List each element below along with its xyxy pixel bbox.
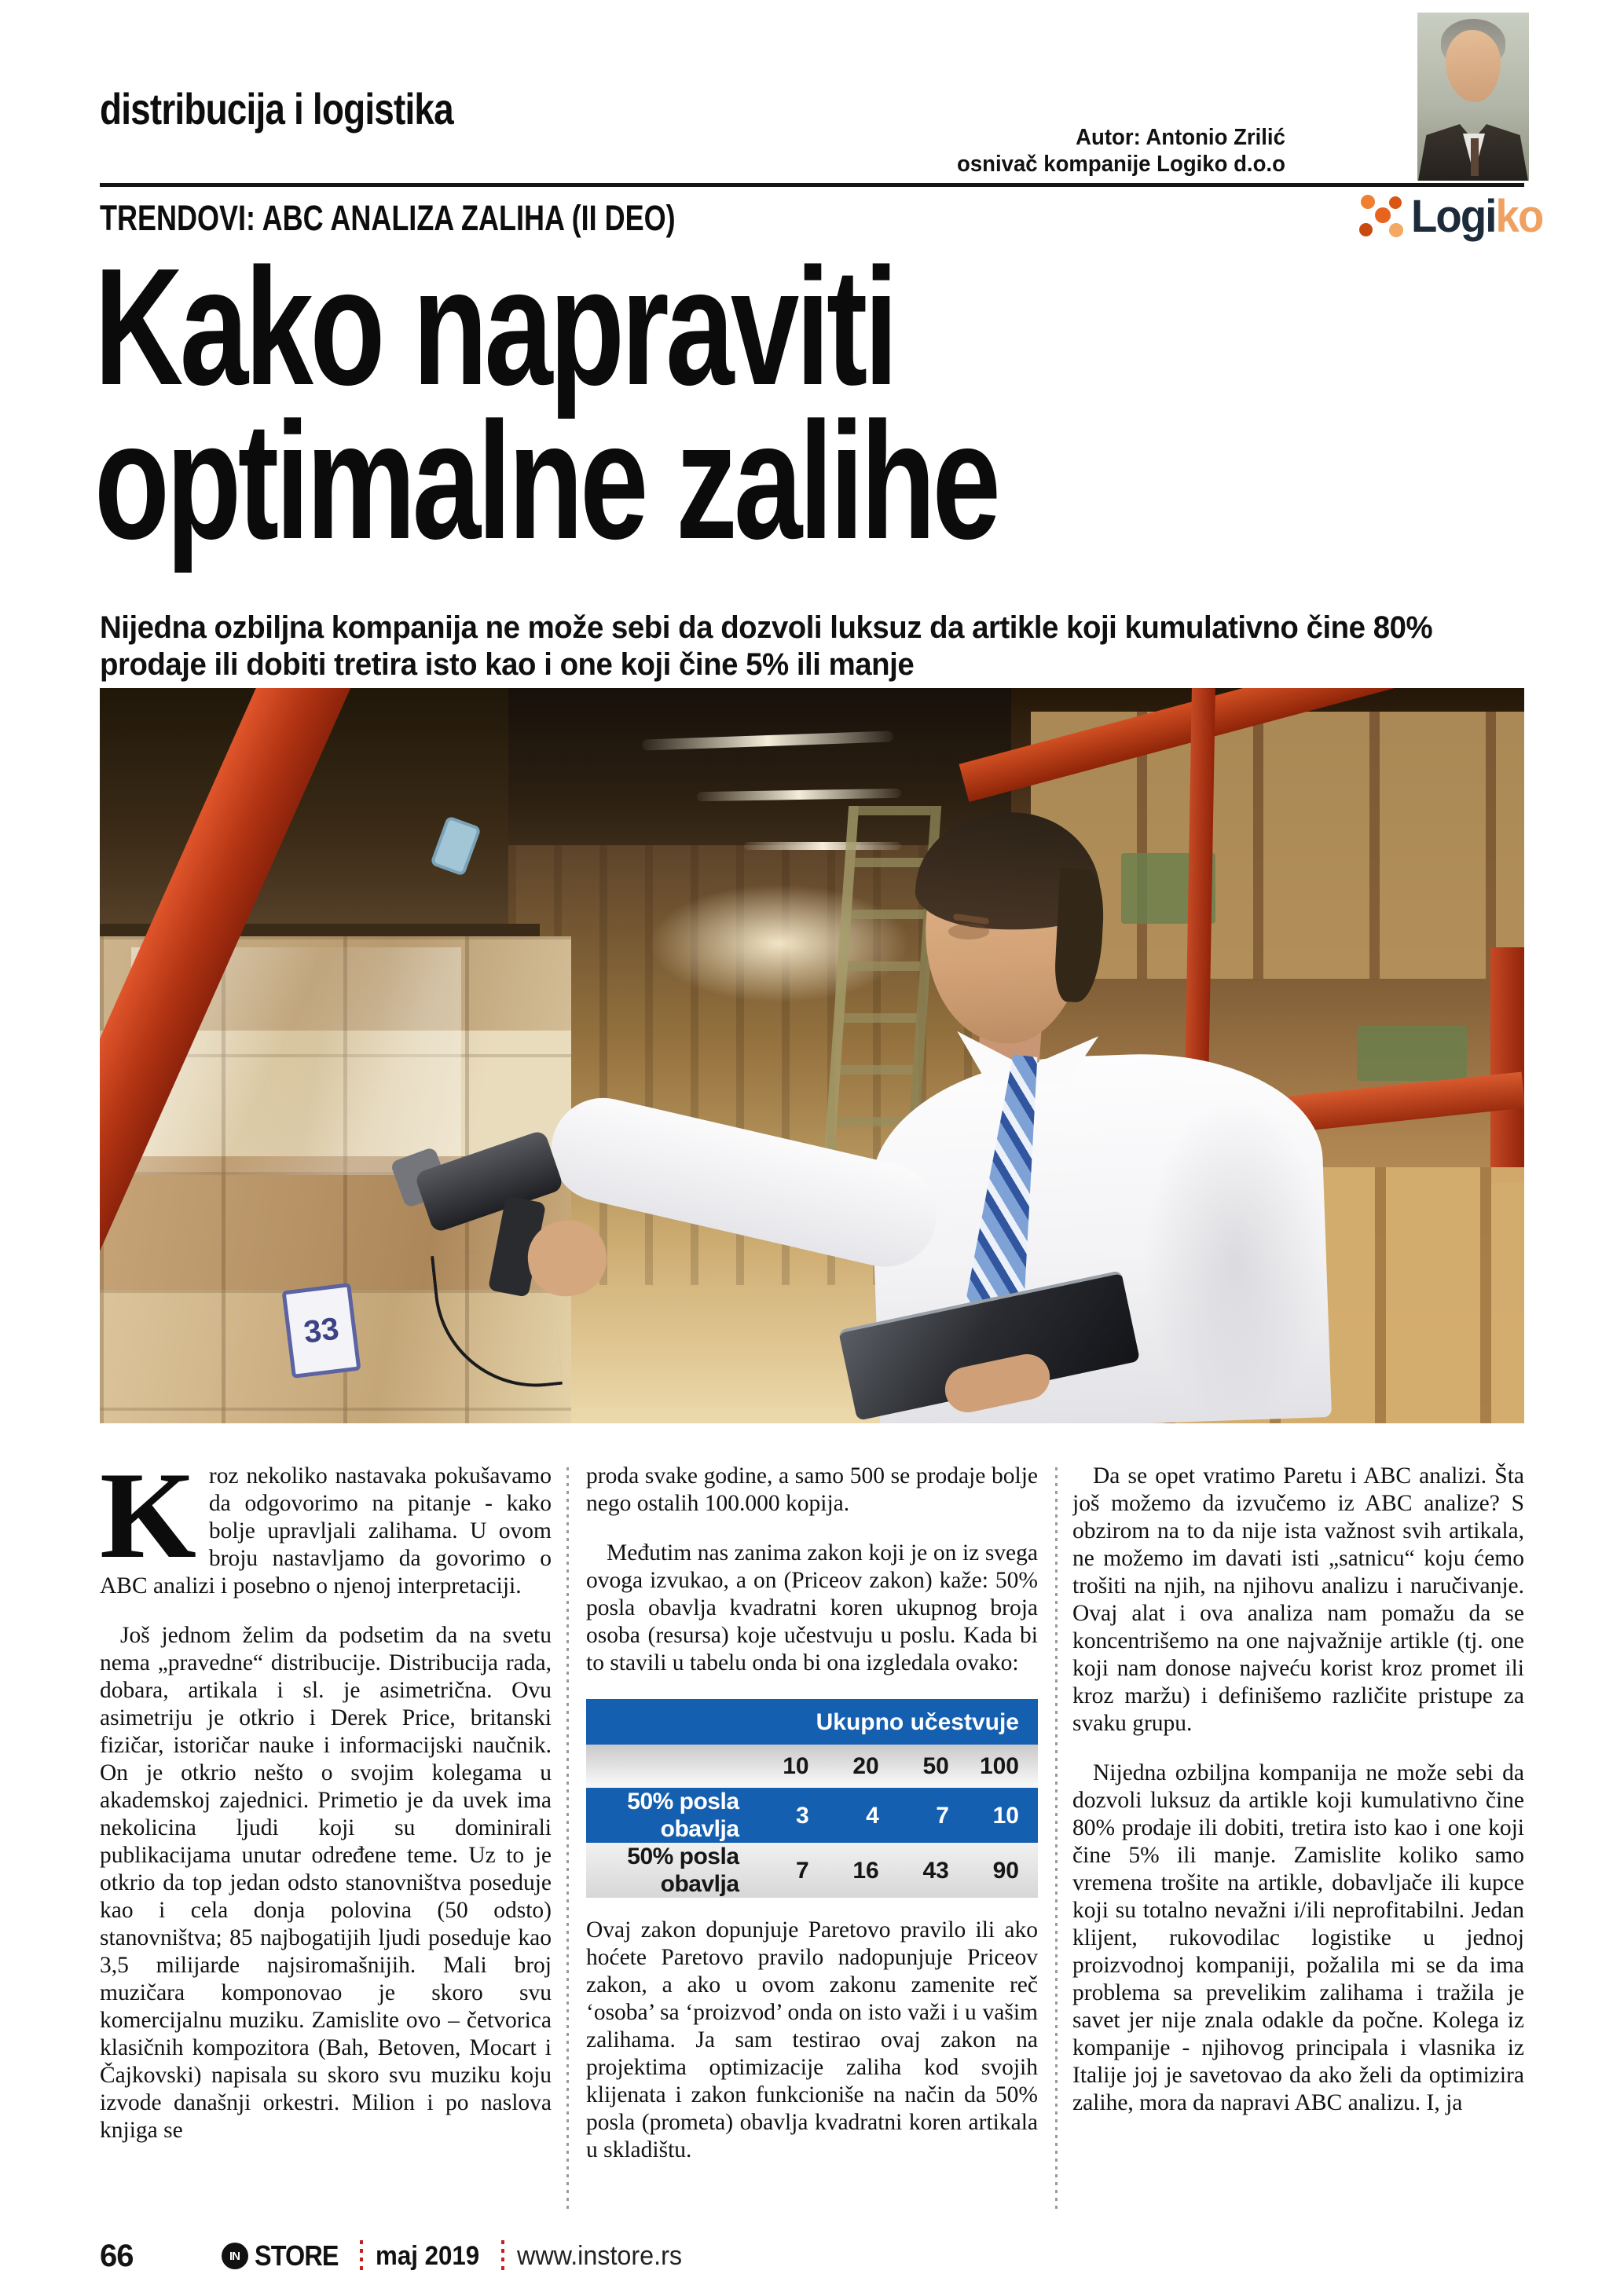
table-cell: 7 xyxy=(795,1857,809,1884)
paragraph: Još jednom želim da podsetim da na svetu… xyxy=(100,1623,552,2143)
author-block: Autor: Antonio Zrilić osnivač kompanije … xyxy=(957,124,1285,178)
ceiling-light xyxy=(744,842,901,850)
footer-website: www.instore.rs xyxy=(516,2240,682,2271)
paragraph: Međutim nas zanima zakon koji je on iz s… xyxy=(586,1540,1038,1675)
green-crate xyxy=(1357,1026,1467,1081)
warehouse-photo: 33 xyxy=(100,688,1524,1423)
table-cell: 10 xyxy=(992,1802,1019,1829)
table-cell: 10 xyxy=(783,1753,809,1779)
price-law-table: Ukupno učestvuje 10 20 50 100 50% posla … xyxy=(586,1699,1038,1898)
table-cell xyxy=(586,1745,758,1788)
table-cell: 20 xyxy=(852,1753,879,1779)
red-rack-post xyxy=(1490,947,1524,1183)
logo-wordmark: Logiko xyxy=(1410,190,1544,243)
table-row-label: 50% posla obavlja xyxy=(627,1789,739,1842)
table-header-row: Ukupno učestvuje xyxy=(586,1699,1038,1745)
table-cell: 16 xyxy=(852,1857,879,1884)
column-separator xyxy=(1055,1467,1058,2214)
logo-text-dark: Logi xyxy=(1410,190,1497,242)
logo-dot xyxy=(1374,207,1391,223)
page-footer: 66 IN STORE maj 2019 www.instore.rs xyxy=(100,2236,1524,2276)
worker-eye-shadow xyxy=(948,924,989,939)
paragraph-text: roz nekoliko nastavaka pokušavamo da odg… xyxy=(100,1463,552,1598)
page-number: 66 xyxy=(100,2238,134,2273)
footer-separator xyxy=(359,2240,363,2272)
paragraph: Ovaj zakon dopunjuje Paretovo pravilo il… xyxy=(586,1917,1038,2162)
portrait-tie xyxy=(1471,138,1479,176)
table-row: 50% posla obavlja 7 16 43 90 xyxy=(586,1843,1038,1898)
footer-issue: maj 2019 xyxy=(375,2240,480,2271)
portrait-face xyxy=(1446,30,1501,102)
table-cell: 7 xyxy=(936,1802,949,1829)
table-cell: 90 xyxy=(992,1857,1019,1884)
paragraph: proda svake godine, a samo 500 se prodaj… xyxy=(586,1463,1038,1516)
section-label: distribucija i logistika xyxy=(100,84,454,134)
title-line-1: Kako napraviti xyxy=(94,233,898,419)
lead-paragraph: Nijedna ozbiljna kompanija ne može sebi … xyxy=(100,610,1433,682)
footer-separator xyxy=(500,2240,504,2272)
logo-dot xyxy=(1388,196,1402,209)
table-header-cell: Ukupno učestvuje xyxy=(816,1708,1019,1735)
column-separator xyxy=(566,1467,569,2214)
worker-shirt-shadow xyxy=(1145,1097,1325,1423)
author-portrait xyxy=(1417,13,1529,181)
article-kicker: TRENDOVI: ABC ANALIZA ZALIHA (II DEO) xyxy=(100,198,676,238)
article-title: Kako napraviti optimalne zalihe xyxy=(94,233,1001,573)
logo-dot xyxy=(1388,223,1403,237)
box-label: 33 xyxy=(281,1283,361,1379)
table-cell: 100 xyxy=(979,1753,1019,1779)
table-cell: 4 xyxy=(866,1802,879,1829)
table-row-label: 50% posla obavlja xyxy=(627,1844,739,1897)
logo-dot xyxy=(1358,223,1373,236)
author-role: osnivač kompanije Logiko d.o.o xyxy=(957,152,1285,177)
table-cell: 43 xyxy=(922,1857,949,1884)
footer-brand: STORE xyxy=(254,2239,339,2272)
table-cell: 3 xyxy=(795,1802,809,1829)
instore-circle-icon: IN xyxy=(221,2243,248,2269)
footer-brand-group: IN STORE maj 2019 www.instore.rs xyxy=(221,2239,691,2272)
logo-dot xyxy=(1360,195,1375,209)
table-row: 50% posla obavlja 3 4 7 10 xyxy=(586,1788,1038,1843)
box-label-number: 33 xyxy=(302,1310,341,1350)
author-name: Autor: Antonio Zrilić xyxy=(1076,125,1285,150)
drop-cap: K xyxy=(100,1463,196,1584)
logiko-asterisk-icon xyxy=(1358,192,1406,240)
table-columns-row: 10 20 50 100 xyxy=(586,1745,1038,1788)
paragraph: Nijedna ozbiljna kompanija ne može sebi … xyxy=(1072,1760,1524,2115)
title-line-2: optimalne zalihe xyxy=(94,387,1001,573)
paragraph: Da se opet vratimo Paretu i ABC analizi.… xyxy=(1072,1463,1524,1736)
column-2: proda svake godine, a samo 500 se prodaj… xyxy=(586,1463,1038,2228)
table-cell: 50 xyxy=(922,1753,949,1779)
header-divider xyxy=(100,183,1524,187)
logo-text-light: ko xyxy=(1495,190,1544,242)
logiko-logo: Logiko xyxy=(1358,190,1551,243)
column-3: Da se opet vratimo Paretu i ABC analizi.… xyxy=(1072,1463,1524,2228)
